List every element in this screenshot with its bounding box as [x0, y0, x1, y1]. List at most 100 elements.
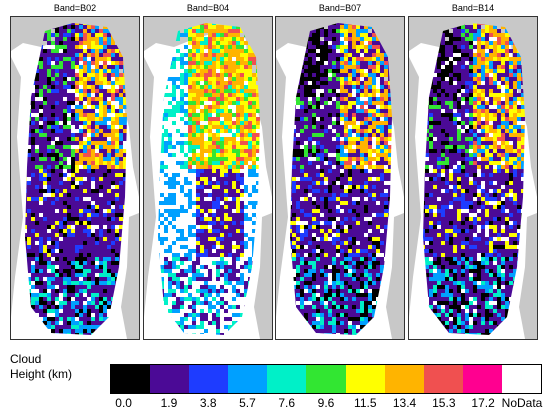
cloud-pixel	[107, 37, 111, 41]
cloud-pixel	[43, 97, 47, 101]
cloud-pixel	[51, 145, 55, 149]
cloud-pixel	[204, 205, 208, 209]
cloud-pixel	[87, 177, 91, 181]
cloud-pixel	[160, 137, 164, 141]
cloud-pixel	[336, 189, 340, 193]
cloud-pixel	[99, 325, 103, 329]
cloud-pixel	[83, 37, 87, 41]
cloud-pixel	[200, 77, 204, 81]
cloud-pixel	[91, 173, 95, 177]
cloud-pixel	[376, 141, 380, 145]
cloud-pixel	[19, 121, 23, 125]
cloud-pixel	[220, 229, 224, 233]
cloud-pixel	[352, 57, 356, 61]
cloud-pixel	[236, 33, 240, 37]
cloud-pixel	[344, 29, 348, 33]
cloud-pixel	[208, 61, 212, 65]
cloud-pixel	[220, 49, 224, 53]
cloud-pixel	[63, 197, 67, 201]
cloud-pixel	[396, 185, 400, 189]
cloud-pixel	[39, 309, 43, 313]
cloud-pixel	[208, 129, 212, 133]
cloud-pixel	[256, 181, 260, 185]
cloud-pixel	[240, 277, 244, 281]
cloud-pixel	[220, 29, 224, 33]
cloud-pixel	[200, 285, 204, 289]
cloud-pixel	[344, 129, 348, 133]
cloud-pixel	[388, 101, 392, 105]
cloud-pixel	[99, 317, 103, 321]
cloud-pixel	[220, 173, 224, 177]
cloud-pixel	[308, 37, 312, 41]
cloud-pixel	[304, 145, 308, 149]
cloud-pixel	[248, 257, 252, 261]
cloud-pixel	[304, 109, 308, 113]
cloud-pixel	[63, 289, 67, 293]
cloud-pixel	[160, 145, 164, 149]
cloud-pixel	[372, 57, 376, 61]
cloud-pixel	[324, 57, 328, 61]
cloud-pixel	[19, 145, 23, 149]
cloud-pixel	[236, 257, 240, 261]
cloud-pixel	[59, 289, 63, 293]
cloud-pixel	[248, 269, 252, 273]
cloud-pixel	[324, 137, 328, 141]
cloud-pixel	[87, 237, 91, 241]
cloud-pixel	[115, 265, 119, 269]
cloud-pixel	[27, 317, 31, 321]
cloud-pixel	[35, 117, 39, 121]
cloud-pixel	[164, 313, 168, 317]
cloud-pixel	[300, 77, 304, 81]
cloud-pixel	[71, 149, 75, 153]
cloud-pixel	[224, 97, 228, 101]
cloud-pixel	[111, 85, 115, 89]
cloud-pixel	[228, 49, 232, 53]
cloud-pixel	[216, 149, 220, 153]
cloud-pixel	[300, 61, 304, 65]
cloud-pixel	[43, 265, 47, 269]
cloud-pixel	[67, 321, 71, 325]
cloud-pixel	[43, 77, 47, 81]
cloud-pixel	[212, 173, 216, 177]
cloud-pixel	[332, 61, 336, 65]
cloud-pixel	[184, 253, 188, 257]
cloud-pixel	[115, 113, 119, 117]
cloud-pixel	[63, 237, 67, 241]
cloud-pixel	[123, 221, 127, 225]
cloud-pixel	[340, 193, 344, 197]
cloud-pixel	[252, 53, 256, 57]
cloud-pixel	[196, 201, 200, 205]
cloud-pixel	[123, 149, 127, 153]
cloud-pixel	[95, 189, 99, 193]
cloud-pixel	[296, 201, 300, 205]
cloud-pixel	[75, 265, 79, 269]
cloud-pixel	[31, 105, 35, 109]
cloud-pixel	[67, 153, 71, 157]
cloud-pixel	[320, 205, 324, 209]
cloud-pixel	[336, 23, 340, 25]
cloud-pixel	[368, 69, 372, 73]
cloud-pixel	[360, 105, 364, 109]
cloud-pixel	[123, 153, 127, 157]
cloud-pixel	[224, 125, 228, 129]
cloud-pixel	[216, 277, 220, 281]
cloud-pixel	[168, 133, 172, 137]
cloud-pixel	[232, 253, 236, 257]
cloud-pixel	[95, 333, 99, 335]
cloud-pixel	[119, 329, 123, 333]
cloud-pixel	[51, 129, 55, 133]
cloud-pixel	[152, 101, 156, 105]
cloud-pixel	[67, 49, 71, 53]
cloud-pixel	[75, 273, 79, 277]
cloud-pixel	[158, 253, 160, 257]
cloud-pixel	[292, 65, 296, 69]
cloud-pixel	[380, 137, 384, 141]
cloud-pixel	[300, 173, 304, 177]
cloud-pixel	[43, 325, 47, 329]
cloud-pixel	[200, 337, 204, 339]
cloud-pixel	[296, 161, 300, 165]
cloud-pixel	[51, 49, 55, 53]
cloud-pixel	[111, 153, 115, 157]
cloud-pixel	[340, 53, 344, 57]
cloud-pixel	[103, 317, 107, 321]
